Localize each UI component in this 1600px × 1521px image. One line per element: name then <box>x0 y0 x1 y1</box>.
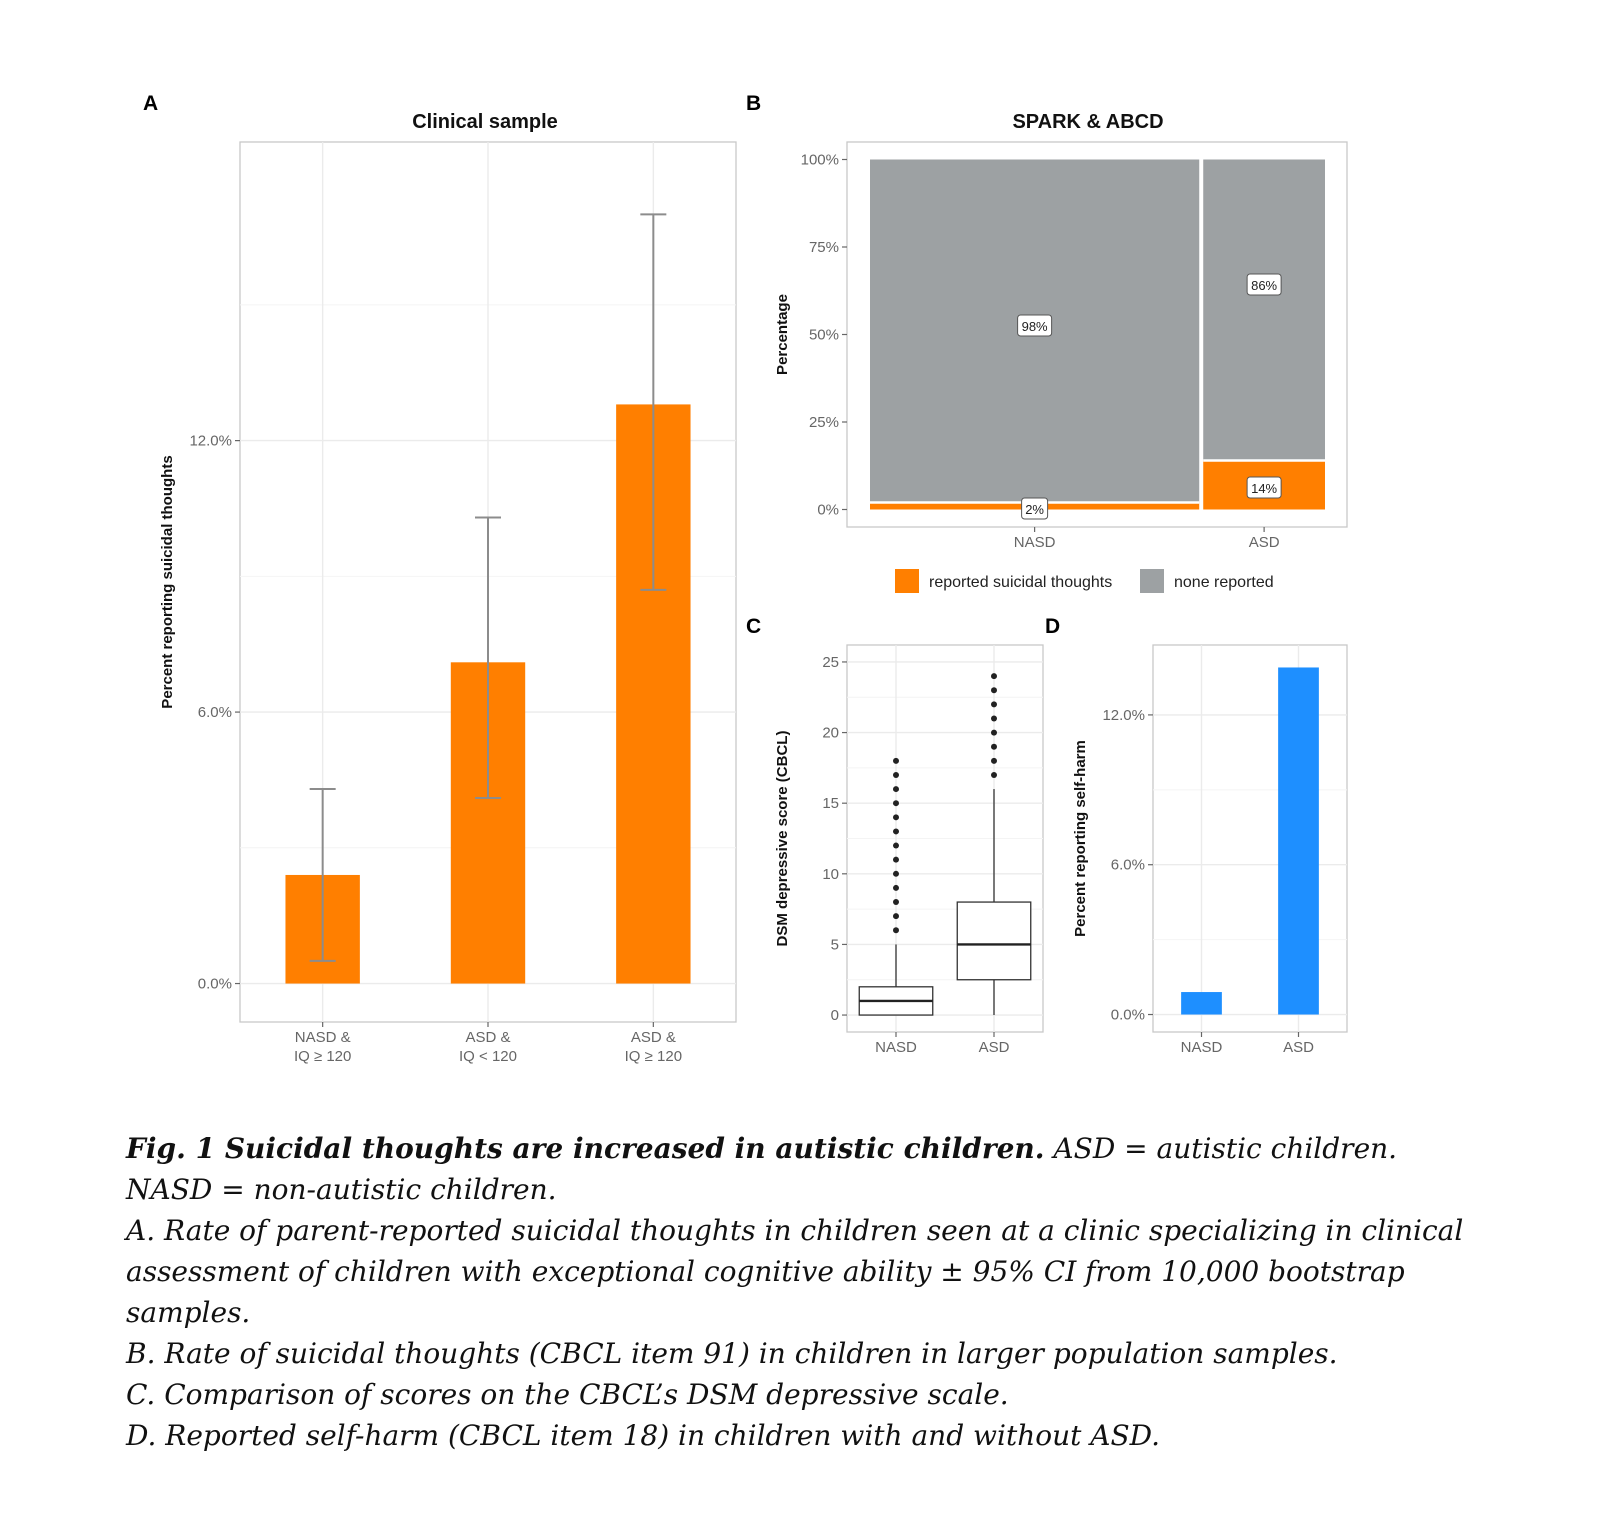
d-bar <box>1278 667 1319 1015</box>
caption-line-d: D. Reported self-harm (CBCL item 18) in … <box>126 1419 1161 1452</box>
d-ytick-label: 12.0% <box>1102 707 1145 724</box>
b-ytick-label: 25% <box>809 414 839 431</box>
c-outlier <box>893 814 899 821</box>
a-ytick-label: 12.0% <box>189 433 232 450</box>
d-xtick-label: NASD <box>1181 1039 1223 1056</box>
a-ytick-label: 6.0% <box>198 704 232 721</box>
a-xtick-line: ASD & <box>631 1029 676 1046</box>
caption-line-b: B. Rate of suicidal thoughts (CBCL item … <box>126 1337 1338 1370</box>
b-ylabel: Percentage <box>774 294 791 375</box>
d-bar <box>1181 992 1222 1015</box>
c-outlier <box>991 743 997 750</box>
c-outlier <box>991 729 997 736</box>
legend: reported suicidal thoughts none reported <box>895 569 1274 593</box>
b-label-reported-box <box>1246 476 1282 499</box>
b-ytick-label: 0% <box>817 502 839 519</box>
c-ytick-label: 20 <box>822 725 839 742</box>
a-xtick-label: NASD & IQ ≥ 120 <box>294 1029 351 1065</box>
legend-swatch-reported <box>895 569 919 593</box>
c-outlier <box>893 786 899 793</box>
b-xtick-label: ASD <box>1249 534 1280 551</box>
b-ytick-label: 75% <box>809 239 839 256</box>
c-box <box>956 901 1032 981</box>
a-xtick-label: ASD & IQ < 120 <box>459 1029 517 1065</box>
d-xtick-label: ASD <box>1283 1039 1314 1056</box>
panel-a-plot: 0.0% 6.0% 12.0% Percent reporting suicidal … <box>159 141 737 1065</box>
panel-b-plot: 0% 25% 50% 75% 100% Percentage 2% 98% NASD 14% 86%… <box>774 141 1348 551</box>
c-outlier <box>893 757 899 764</box>
panel-d-plot: 0.0% 6.0% 12.0% Percent reporting self-harm… <box>1072 644 1348 1056</box>
c-outlier <box>991 701 997 708</box>
b-ytick-label: 50% <box>809 327 839 344</box>
b-segment-none <box>1203 159 1325 461</box>
c-outlier <box>991 771 997 778</box>
b-label-none: 98% <box>1022 319 1048 334</box>
figure-caption: Fig. 1 Suicidal thoughts are increased i… <box>126 1128 1486 1456</box>
panel-a-title: Clinical sample <box>412 111 558 133</box>
a-xtick-line: IQ < 120 <box>459 1048 517 1065</box>
caption-title: Fig. 1 Suicidal thoughts are increased i… <box>126 1132 1045 1165</box>
c-xtick-label: ASD <box>979 1039 1010 1056</box>
c-ytick-label: 10 <box>822 866 839 883</box>
c-outlier <box>893 800 899 807</box>
panel-a: A Clinical sample 0.0% 6.0% 12.0% Percent r… <box>143 92 737 1065</box>
a-ytick-label: 0.0% <box>198 976 232 993</box>
c-outlier <box>991 715 997 722</box>
d-ytick-label: 0.0% <box>1111 1007 1145 1024</box>
a-xtick-line: IQ ≥ 120 <box>294 1048 351 1065</box>
c-xtick-label: NASD <box>875 1039 917 1056</box>
caption-line-c: C. Comparison of scores on the CBCL’s DS… <box>126 1378 1009 1411</box>
c-outlier <box>991 673 997 680</box>
b-label-reported: 14% <box>1251 481 1277 496</box>
panel-b: B SPARK & ABCD 0% 25% 50% 75% 100% Percentage… <box>746 92 1348 551</box>
c-outlier <box>991 757 997 764</box>
legend-swatch-none <box>1140 569 1164 593</box>
c-outlier <box>893 856 899 863</box>
legend-label-none: none reported <box>1174 574 1274 591</box>
a-xtick-line: NASD & <box>295 1029 351 1046</box>
c-outlier <box>893 884 899 891</box>
c-outlier <box>893 870 899 877</box>
panel-b-letter: B <box>746 92 761 115</box>
c-outlier <box>991 687 997 694</box>
a-ylabel: Percent reporting suicidal thoughts <box>159 455 176 708</box>
c-outlier <box>893 899 899 906</box>
c-outlier <box>893 828 899 835</box>
caption-heading: Fig. 1 Suicidal thoughts are increased i… <box>126 1128 1486 1210</box>
b-ytick-label: 100% <box>801 152 839 169</box>
b-label-none-box <box>1017 314 1053 337</box>
b-label-reported: 2% <box>1025 502 1044 517</box>
a-xtick-line: ASD & <box>465 1029 510 1046</box>
c-outlier <box>893 927 899 934</box>
legend-label-reported: reported suicidal thoughts <box>929 574 1112 591</box>
panel-d-letter: D <box>1045 615 1060 638</box>
c-ytick-label: 25 <box>822 654 839 671</box>
b-label-reported-box <box>1021 497 1049 520</box>
b-label-none-box <box>1246 273 1282 296</box>
c-ytick-label: 0 <box>831 1007 839 1024</box>
a-xtick-label: ASD & IQ ≥ 120 <box>625 1029 682 1065</box>
caption-intro: ASD = autistic children. NASD = non-auti… <box>126 1132 1398 1206</box>
panel-d: D 0.0% 6.0% 12.0% Percent reporting self-ha… <box>1045 615 1348 1056</box>
panel-b-title: SPARK & ABCD <box>1012 111 1163 133</box>
d-ytick-label: 6.0% <box>1111 857 1145 874</box>
c-ylabel: DSM depressive score (CBCL) <box>774 731 791 947</box>
c-outlier <box>893 842 899 849</box>
panel-c: C 0 5 10 15 20 25 DSM depressive score (CBCL) N… <box>746 615 1044 1056</box>
d-ylabel: Percent reporting self-harm <box>1072 740 1089 937</box>
b-xtick-label: NASD <box>1014 534 1056 551</box>
c-ytick-label: 5 <box>831 936 839 953</box>
c-ytick-label: 15 <box>822 795 839 812</box>
c-outlier <box>893 771 899 778</box>
c-outlier <box>893 913 899 920</box>
b-label-none: 86% <box>1251 278 1277 293</box>
panel-a-letter: A <box>143 92 158 115</box>
panel-c-plot: 0 5 10 15 20 25 DSM depressive score (CBCL) NAS… <box>774 644 1044 1056</box>
panel-c-letter: C <box>746 615 761 638</box>
caption-line-a: A. Rate of parent-reported suicidal thou… <box>126 1214 1464 1329</box>
a-xtick-line: IQ ≥ 120 <box>625 1048 682 1065</box>
